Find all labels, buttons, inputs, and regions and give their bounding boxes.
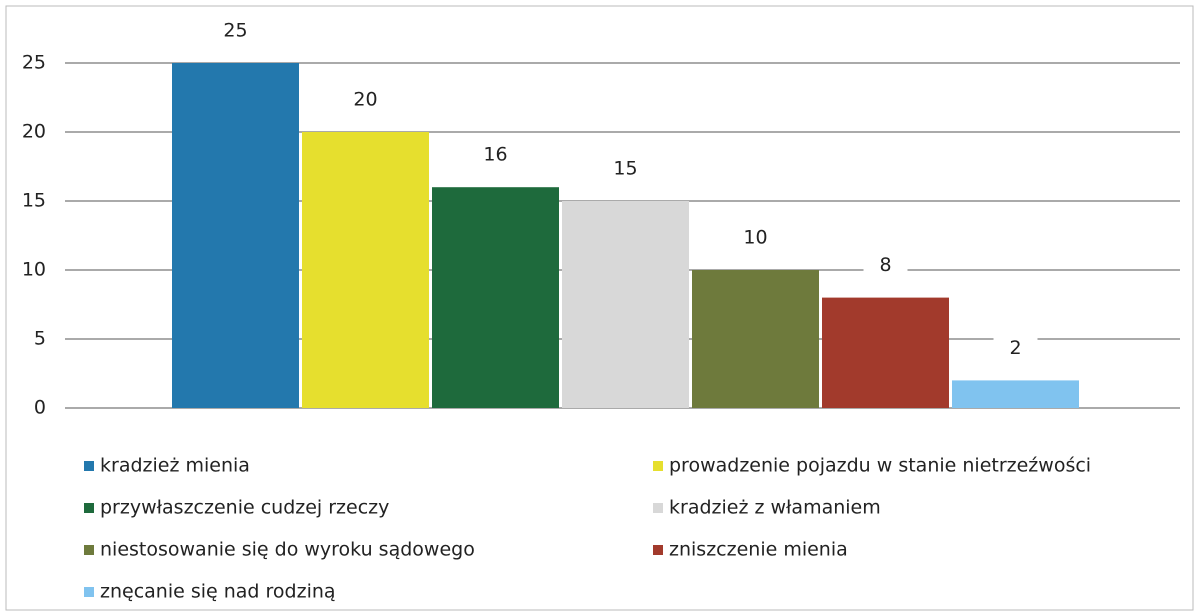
legend-label: niestosowanie się do wyroku sądowego — [100, 539, 475, 561]
legend-label: prowadzenie pojazdu w stanie nietrzeźwoś… — [669, 455, 1091, 477]
legend-label: kradzież z włamaniem — [669, 497, 881, 519]
data-label: 16 — [483, 144, 507, 166]
legend-swatch — [653, 545, 663, 555]
label-bg — [733, 222, 778, 252]
legend-swatch — [653, 461, 663, 471]
bar — [172, 63, 299, 408]
label-bg — [213, 15, 258, 45]
bar — [692, 270, 819, 408]
label-bg — [343, 84, 388, 114]
bar — [432, 187, 559, 408]
chart-border — [5, 5, 1194, 611]
label-bg — [993, 332, 1038, 363]
legend-label: zniszczenie mienia — [669, 539, 848, 561]
y-tick-label: 25 — [22, 52, 46, 74]
bar — [302, 132, 429, 408]
label-bg — [863, 249, 908, 280]
bar — [822, 297, 949, 408]
data-label: 10 — [743, 227, 767, 249]
label-bg — [603, 153, 648, 183]
legend-label: kradzież mienia — [100, 455, 250, 477]
y-tick-label: 5 — [34, 328, 46, 350]
y-tick-label: 0 — [34, 397, 46, 419]
legend-swatch — [84, 545, 94, 555]
y-tick-label: 15 — [22, 190, 46, 212]
y-tick-label: 20 — [22, 121, 46, 143]
data-label: 25 — [223, 20, 247, 42]
y-tick-label: 10 — [22, 259, 46, 281]
legend-swatch — [653, 503, 663, 513]
data-label: 20 — [353, 89, 377, 111]
data-label: 15 — [613, 158, 637, 180]
legend-swatch — [84, 587, 94, 597]
label-bg — [473, 139, 518, 170]
data-label: 2 — [1009, 337, 1021, 359]
legend-label: znęcanie się nad rodziną — [100, 581, 336, 603]
legend-label: przywłaszczenie cudzej rzeczy — [100, 497, 389, 519]
bar — [562, 201, 689, 408]
bar — [952, 380, 1079, 408]
legend-swatch — [84, 503, 94, 513]
legend-swatch — [84, 461, 94, 471]
data-label: 8 — [879, 254, 891, 276]
